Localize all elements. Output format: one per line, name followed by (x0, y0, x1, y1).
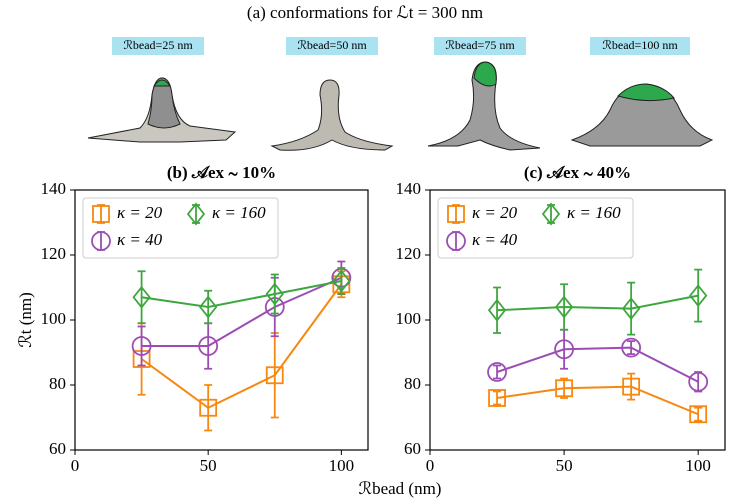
legend-label: κ = 20 (472, 203, 518, 222)
legend (82, 197, 279, 259)
error-bar (137, 270, 146, 325)
marker (688, 371, 709, 392)
series-line (141, 276, 342, 347)
marker (265, 282, 284, 306)
marker (689, 284, 708, 308)
error-bar (627, 340, 636, 356)
legend-label: κ = 160 (567, 203, 621, 222)
y-tick-label: 140 (396, 179, 422, 198)
legend-label: κ = 40 (472, 230, 518, 249)
marker (621, 297, 641, 321)
series (488, 372, 708, 424)
error-bar (627, 281, 636, 336)
y-tick-label: 100 (41, 309, 67, 328)
marker (132, 285, 151, 309)
image-label: ℛbead=75 nm (445, 38, 515, 52)
marker (554, 339, 574, 360)
legend-error (452, 204, 460, 224)
error-bar (560, 283, 569, 331)
label-bg (286, 37, 378, 55)
image-label: ℛbead=100 nm (602, 38, 678, 52)
y-tick-label: 80 (404, 374, 421, 393)
error-bar (204, 384, 213, 432)
y-axis-label: ℛt (nm) (16, 292, 35, 348)
error-bar (694, 268, 703, 323)
marker (131, 336, 152, 356)
image-label: ℛbead=50 nm (297, 38, 367, 52)
series-line (141, 280, 342, 309)
marker (554, 295, 574, 319)
marker (199, 295, 218, 319)
chart-title: (c) 𝒜ex ∼ 40% (524, 163, 631, 182)
marker (265, 366, 284, 385)
series (132, 267, 351, 325)
x-tick-label: 100 (329, 456, 355, 475)
error-bar (694, 406, 703, 422)
y-tick-label: 60 (404, 439, 421, 458)
plot-frame (74, 189, 369, 451)
chart-title: (b) 𝒜ex ∼ 10% (167, 163, 276, 182)
marker (689, 405, 708, 424)
y-tick-label: 80 (49, 374, 66, 393)
marker (198, 336, 219, 356)
label-bg (590, 37, 690, 55)
legend-label: κ = 20 (117, 203, 163, 222)
error-bar (493, 286, 502, 334)
series-line (496, 346, 699, 383)
marker (186, 202, 206, 226)
marker (487, 298, 507, 322)
conformation-images (87, 61, 714, 151)
x-tick-label: 0 (426, 456, 435, 475)
error-bar (270, 273, 279, 315)
series (487, 268, 708, 336)
label-bg (112, 37, 204, 55)
x-tick-label: 0 (71, 456, 80, 475)
legend-label: κ = 40 (117, 230, 163, 249)
marker (91, 231, 111, 251)
series (487, 328, 709, 393)
panel-a-title: (a) conformations for ℒt = 300 nm (247, 3, 483, 22)
marker (621, 337, 642, 358)
label-bg (434, 37, 526, 55)
image-labels: ℛbead=25 nm ℛbead=50 nm ℛbead=75 nm ℛbea… (112, 37, 690, 55)
marker (541, 202, 561, 226)
image-label: ℛbead=25 nm (123, 38, 193, 52)
y-tick-label: 140 (41, 179, 67, 198)
marker (488, 389, 506, 407)
y-tick-label: 120 (41, 244, 67, 263)
legend (437, 197, 634, 259)
marker (332, 269, 351, 293)
y-tick-label: 100 (396, 309, 422, 328)
error-bar (560, 377, 569, 399)
x-tick-label: 50 (200, 456, 217, 475)
series (132, 270, 351, 432)
series-line (496, 294, 699, 312)
error-bar (270, 332, 279, 419)
series-line (141, 283, 343, 409)
marker (199, 398, 218, 417)
marker (622, 377, 641, 396)
marker (447, 205, 465, 223)
legend-error (97, 204, 105, 224)
plot-frame (429, 189, 726, 451)
marker (92, 205, 110, 223)
legend-label: κ = 160 (212, 203, 266, 222)
error-bar (137, 325, 146, 367)
y-tick-label: 60 (49, 439, 66, 458)
x-tick-label: 100 (685, 456, 711, 475)
x-axis-label: ℛbead (nm) (359, 479, 442, 498)
error-bar (694, 371, 703, 393)
y-tick-label: 120 (396, 244, 422, 263)
error-bar (493, 390, 502, 406)
marker (487, 362, 507, 382)
series-line (496, 385, 699, 416)
marker (555, 379, 573, 398)
x-tick-label: 50 (556, 456, 573, 475)
marker (446, 231, 466, 251)
error-bar (493, 364, 502, 380)
